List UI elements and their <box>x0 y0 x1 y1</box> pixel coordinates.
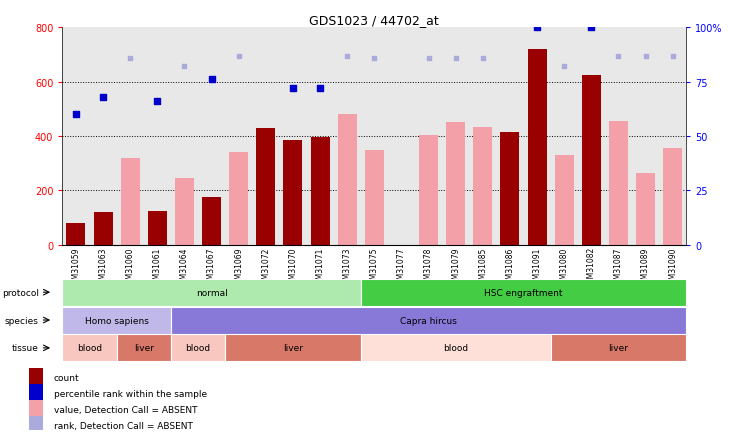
Point <box>97 94 109 101</box>
Text: normal: normal <box>196 288 228 297</box>
Bar <box>419 135 438 245</box>
Bar <box>501 133 520 245</box>
Point <box>151 99 163 105</box>
Bar <box>202 198 221 245</box>
Bar <box>117 335 171 362</box>
Point <box>341 53 353 60</box>
Bar <box>361 335 550 362</box>
Bar <box>94 213 112 245</box>
Point <box>667 53 679 60</box>
Point <box>206 77 217 84</box>
Point <box>70 112 81 118</box>
Point <box>233 53 244 60</box>
Text: Capra hircus: Capra hircus <box>400 316 457 325</box>
Text: species: species <box>5 316 39 325</box>
Text: percentile rank within the sample: percentile rank within the sample <box>54 389 207 398</box>
Bar <box>310 138 330 245</box>
Bar <box>171 335 225 362</box>
Point <box>287 85 299 92</box>
Bar <box>67 224 85 245</box>
Point <box>368 55 380 62</box>
Bar <box>62 335 117 362</box>
Bar <box>62 279 361 306</box>
Point <box>423 55 435 62</box>
Bar <box>175 179 194 245</box>
Bar <box>550 335 686 362</box>
Bar <box>664 149 682 245</box>
Bar <box>609 122 628 245</box>
Text: liver: liver <box>283 344 303 352</box>
Bar <box>528 50 547 245</box>
Point <box>450 55 462 62</box>
Text: liver: liver <box>608 344 628 352</box>
Bar <box>29 400 43 418</box>
Bar <box>171 307 686 334</box>
Text: tissue: tissue <box>12 344 39 352</box>
Point <box>124 55 136 62</box>
Bar <box>338 115 357 245</box>
Bar <box>29 368 43 386</box>
Text: value, Detection Call = ABSENT: value, Detection Call = ABSENT <box>54 405 197 414</box>
Text: HSC engraftment: HSC engraftment <box>484 288 563 297</box>
Text: count: count <box>54 373 79 382</box>
Point <box>586 25 597 32</box>
Text: blood: blood <box>77 344 102 352</box>
Bar <box>636 173 655 245</box>
Bar <box>283 141 302 245</box>
Point <box>559 64 570 71</box>
Text: liver: liver <box>134 344 153 352</box>
Point <box>178 64 190 71</box>
Bar <box>120 158 139 245</box>
Bar <box>29 385 43 402</box>
Point <box>640 53 652 60</box>
Bar <box>555 156 574 245</box>
Bar <box>29 416 43 434</box>
Bar <box>225 335 361 362</box>
Text: Homo sapiens: Homo sapiens <box>84 316 148 325</box>
Bar <box>473 127 493 245</box>
Text: rank, Detection Call = ABSENT: rank, Detection Call = ABSENT <box>54 421 192 430</box>
Point <box>477 55 489 62</box>
Point <box>613 53 625 60</box>
Bar <box>446 123 465 245</box>
Text: blood: blood <box>186 344 211 352</box>
Title: GDS1023 / 44702_at: GDS1023 / 44702_at <box>310 14 439 27</box>
Bar <box>361 279 686 306</box>
Bar <box>256 128 275 245</box>
Point <box>314 85 326 92</box>
Bar <box>229 153 248 245</box>
Text: blood: blood <box>443 344 468 352</box>
Bar <box>148 211 167 245</box>
Bar <box>582 76 601 245</box>
Point <box>531 25 543 32</box>
Bar <box>62 307 171 334</box>
Bar <box>365 150 384 245</box>
Text: protocol: protocol <box>1 288 39 297</box>
